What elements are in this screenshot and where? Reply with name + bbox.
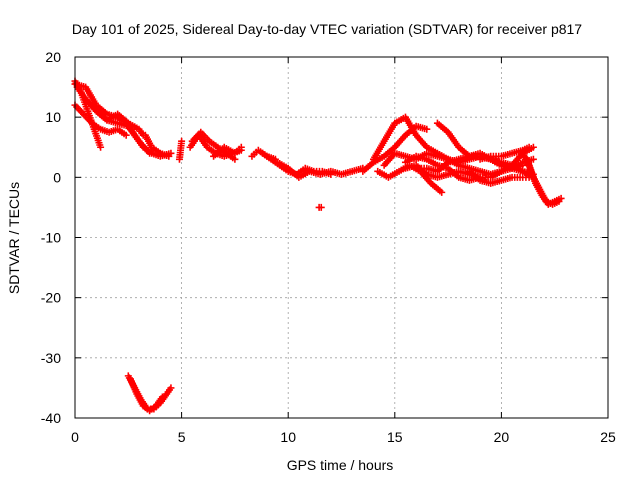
y-tick-label: 20: [45, 49, 61, 65]
data-point: [167, 384, 175, 392]
series-arc-05: [92, 107, 147, 139]
y-tick-label: 10: [45, 109, 61, 125]
chart-title: Day 101 of 2025, Sidereal Day-to-day VTE…: [72, 21, 582, 37]
axis-ticks: 0 5 10 15 20 25 -40 -30 -20 -10 0 10 20: [41, 49, 616, 445]
x-tick-label: 0: [71, 429, 79, 445]
data-point: [317, 203, 325, 211]
series-arc-26: [523, 155, 563, 208]
series-arc-14: [315, 203, 325, 211]
data-point: [122, 131, 130, 139]
series-arc-24: [476, 143, 533, 163]
y-axis-label: SDTVAR / TECUs: [6, 182, 22, 294]
series-arc-28: [126, 375, 166, 415]
series-arc-10: [210, 143, 245, 160]
x-tick-label: 15: [387, 429, 403, 445]
series-arc-13: [274, 158, 367, 181]
y-tick-label: -10: [41, 230, 61, 246]
data-point: [519, 161, 527, 169]
data-point: [158, 393, 166, 401]
x-tick-label: 5: [178, 429, 186, 445]
data-point: [165, 152, 173, 160]
series-arc-02: [71, 101, 130, 139]
x-tick-label: 10: [280, 429, 296, 445]
data-point: [237, 143, 245, 151]
data-point: [231, 155, 239, 163]
x-tick-label: 25: [600, 429, 616, 445]
series-arc-07: [175, 137, 186, 163]
data-point: [525, 143, 533, 151]
y-tick-label: -30: [41, 350, 61, 366]
x-tick-label: 20: [494, 429, 510, 445]
data-point: [423, 125, 431, 133]
data-point: [555, 197, 563, 205]
data-point: [178, 137, 186, 145]
data-point: [529, 155, 537, 163]
data-point: [438, 188, 446, 196]
y-tick-label: -40: [41, 410, 61, 426]
x-axis-label: GPS time / hours: [287, 457, 394, 473]
y-tick-label: 0: [53, 169, 61, 185]
y-tick-label: -20: [41, 290, 61, 306]
data-points: [71, 77, 565, 415]
data-point: [97, 143, 105, 151]
series-arc-06: [141, 131, 173, 160]
